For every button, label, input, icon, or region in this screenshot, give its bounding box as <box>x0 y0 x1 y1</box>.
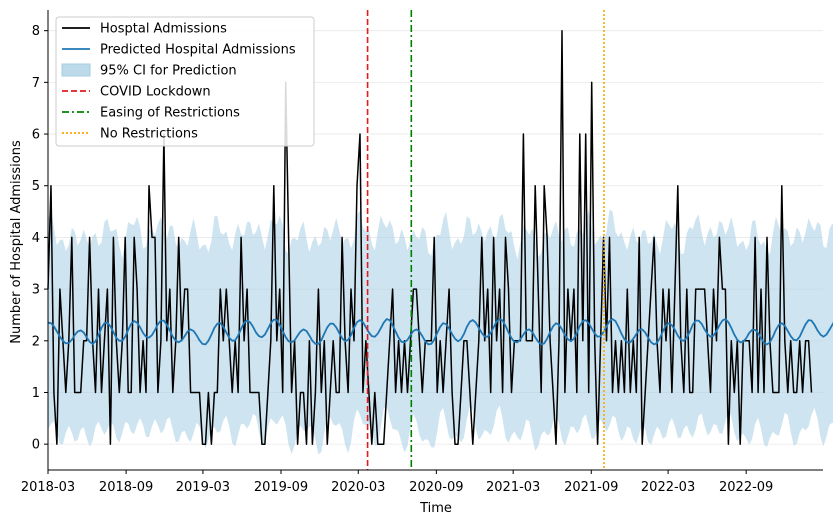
x-tick-label: 2020-09 <box>409 480 463 495</box>
legend-label: No Restrictions <box>100 127 198 142</box>
y-tick-label: 4 <box>32 231 40 246</box>
y-tick-label: 8 <box>32 24 40 39</box>
x-axis-label: Time <box>419 501 452 516</box>
axes: 0 1 2 3 4 5 6 7 8 2018-03 2018-09 2019-03 2019-09 202… <box>21 10 823 495</box>
ci-area <box>48 209 833 455</box>
y-tick-label: 2 <box>32 334 40 349</box>
y-tick-label: 7 <box>32 76 40 91</box>
legend-label: Hosptal Admissions <box>100 22 227 37</box>
y-axis-label: Number of Hospital Admissions <box>9 140 24 344</box>
legend-label: Easing of Restrictions <box>100 106 240 121</box>
y-tick-label: 6 <box>32 128 40 143</box>
x-tick-label: 2022-09 <box>719 480 773 495</box>
y-tick-label: 3 <box>32 283 40 298</box>
predicted-line <box>47 318 833 346</box>
legend: Hosptal Admissions Predicted Hospital Adm… <box>55 16 315 147</box>
x-tick-label: 2018-09 <box>99 480 153 495</box>
legend-label: Predicted Hospital Admissions <box>100 43 296 58</box>
actual-line <box>47 29 813 445</box>
x-tick-label: 2019-09 <box>254 480 308 495</box>
y-tick-label: 0 <box>32 438 40 453</box>
x-tick-label: 2018-03 <box>21 480 75 495</box>
x-tick-label: 2021-03 <box>486 480 540 495</box>
x-tick-label: 2021-09 <box>564 480 618 495</box>
legend-box <box>55 16 315 147</box>
y-tick-label: 5 <box>32 179 40 194</box>
series-lines <box>47 29 833 445</box>
x-tick-label: 2020-03 <box>331 480 385 495</box>
y-tick-label: 1 <box>32 386 40 401</box>
x-tick-label: 2022-03 <box>641 480 695 495</box>
x-tick-label: 2019-03 <box>176 480 230 495</box>
legend-swatch <box>61 63 91 77</box>
legend-label: COVID Lockdown <box>100 85 211 100</box>
ci-band <box>48 209 833 455</box>
event-lines <box>366 10 605 470</box>
legend-label: 95% CI for Prediction <box>100 64 237 79</box>
